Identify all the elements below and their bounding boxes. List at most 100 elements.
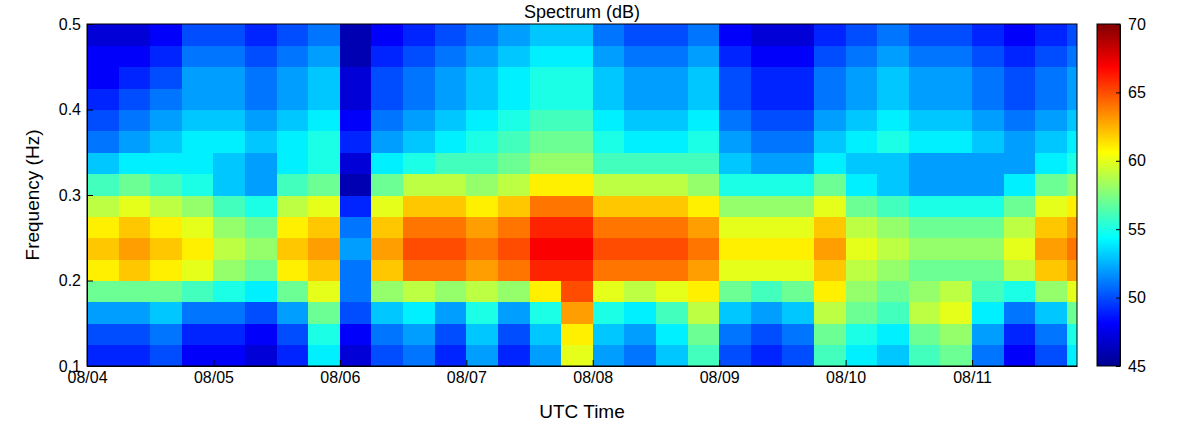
- heatmap-cell: [530, 345, 562, 366]
- x-tick-label: 08/10: [826, 369, 866, 386]
- heatmap-cell: [688, 216, 720, 238]
- heatmap-cell: [119, 174, 151, 196]
- heatmap-cell: [277, 195, 309, 217]
- heatmap-cell: [719, 110, 751, 132]
- heatmap-cell: [213, 110, 245, 132]
- y-tick-mark: [87, 366, 93, 367]
- heatmap-cell: [909, 259, 941, 281]
- heatmap-cell: [1004, 45, 1036, 67]
- heatmap-cell: [245, 152, 277, 174]
- colorbar-tick-mark: [1116, 366, 1120, 367]
- x-axis: 08/0408/0508/0608/0708/0808/0908/1008/11: [67, 360, 1077, 386]
- heatmap-cell: [561, 238, 593, 260]
- heatmap-cell: [150, 345, 182, 366]
- heatmap-cell: [182, 131, 214, 153]
- heatmap-cell: [466, 88, 498, 110]
- heatmap-cell: [561, 281, 593, 303]
- heatmap-cell: [340, 174, 372, 196]
- heatmap-cell: [688, 345, 720, 366]
- heatmap-cell: [940, 323, 972, 345]
- heatmap-cell: [814, 302, 846, 324]
- colorbar-tick: 70: [1116, 16, 1146, 33]
- heatmap-cell: [308, 174, 340, 196]
- heatmap-cell: [656, 45, 688, 67]
- heatmap-cell: [688, 131, 720, 153]
- heatmap-cell: [688, 195, 720, 217]
- heatmap-cell: [940, 345, 972, 366]
- heatmap-cell: [277, 67, 309, 89]
- heatmap-cell: [182, 216, 214, 238]
- heatmap-cell: [245, 88, 277, 110]
- heatmap-cell: [371, 302, 403, 324]
- heatmap-cell: [119, 238, 151, 260]
- heatmap-cell: [277, 24, 309, 46]
- heatmap-cell: [245, 259, 277, 281]
- heatmap-cell: [688, 238, 720, 260]
- heatmap-cell: [846, 216, 878, 238]
- heatmap-cell: [751, 131, 783, 153]
- heatmap-cell: [782, 259, 814, 281]
- heatmap-cell: [277, 131, 309, 153]
- heatmap-cell: [593, 302, 625, 324]
- heatmap-cell: [119, 67, 151, 89]
- heatmap-cell: [688, 45, 720, 67]
- heatmap-cell: [466, 281, 498, 303]
- heatmap-cell: [87, 24, 119, 46]
- colorbar-axis: 455055606570: [1116, 16, 1146, 375]
- heatmap-cell: [371, 281, 403, 303]
- heatmap-cell: [308, 323, 340, 345]
- heatmap-cell: [1035, 45, 1067, 67]
- heatmap-cell: [1035, 24, 1067, 46]
- heatmap-cell: [435, 152, 467, 174]
- heatmap-cell: [1067, 238, 1077, 260]
- heatmap-cell: [1035, 238, 1067, 260]
- heatmap-cell: [751, 259, 783, 281]
- heatmap-cell: [1067, 24, 1077, 46]
- heatmap-cell: [719, 67, 751, 89]
- x-tick-label: 08/11: [953, 369, 992, 386]
- heatmap-cell: [403, 345, 435, 366]
- heatmap-cell: [624, 152, 656, 174]
- heatmap-cell: [119, 195, 151, 217]
- heatmap-cell: [308, 281, 340, 303]
- heatmap-cell: [972, 302, 1004, 324]
- heatmap-cell: [624, 195, 656, 217]
- heatmap-cell: [435, 67, 467, 89]
- heatmap-cell: [814, 131, 846, 153]
- heatmap-cell: [245, 216, 277, 238]
- heatmap-cell: [1004, 345, 1036, 366]
- heatmap-cell: [182, 345, 214, 366]
- heatmap-cell: [656, 152, 688, 174]
- heatmap-cell: [1067, 281, 1077, 303]
- heatmap-cell: [814, 345, 846, 366]
- heatmap-cell: [340, 216, 372, 238]
- heatmap-cell: [182, 174, 214, 196]
- chart: 08/0408/0508/0608/0708/0808/0908/1008/11…: [0, 0, 1177, 434]
- heatmap-cell: [751, 110, 783, 132]
- heatmap-cell: [561, 302, 593, 324]
- heatmap-cell: [846, 174, 878, 196]
- heatmap-cell: [656, 323, 688, 345]
- heatmap-cell: [277, 323, 309, 345]
- heatmap-cell: [308, 67, 340, 89]
- heatmap-cell: [688, 110, 720, 132]
- heatmap-cell: [150, 67, 182, 89]
- heatmap-cell: [719, 216, 751, 238]
- heatmap-cell: [751, 45, 783, 67]
- heatmap-cell: [1004, 174, 1036, 196]
- heatmap-cell: [403, 131, 435, 153]
- heatmap-cell: [624, 24, 656, 46]
- heatmap-cell: [1067, 302, 1077, 324]
- heatmap-cell: [972, 195, 1004, 217]
- heatmap-cell: [1004, 216, 1036, 238]
- colorbar-tick-mark: [1116, 92, 1120, 93]
- x-tick: 08/08: [573, 360, 613, 386]
- heatmap-cell: [877, 281, 909, 303]
- heatmap-cell: [530, 67, 562, 89]
- heatmap-cell: [561, 110, 593, 132]
- heatmap-cell: [498, 88, 530, 110]
- heatmap-cell: [877, 24, 909, 46]
- heatmap-cell: [466, 238, 498, 260]
- heatmap-cell: [593, 345, 625, 366]
- heatmap-cell: [403, 67, 435, 89]
